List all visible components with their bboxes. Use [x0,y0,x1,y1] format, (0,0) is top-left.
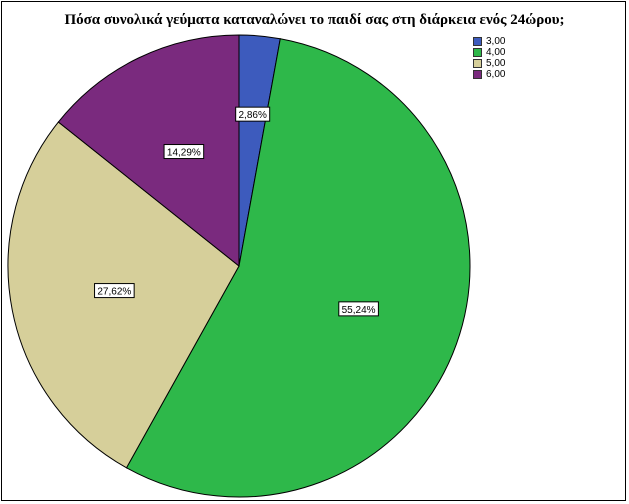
chart-title: Πόσα συνολικά γεύματα καταναλώνει το παι… [64,12,565,28]
legend-item-2: 4,00 [473,47,505,58]
data-label-2: 55,24% [338,301,379,317]
legend-item-3: 5,00 [473,58,505,69]
chart-legend: 3,00 4,00 5,00 6,00 [473,36,505,80]
legend-swatch-3 [473,59,482,68]
data-label-text-4: 14,29% [167,148,201,159]
data-label-text-3: 27,62% [97,287,131,298]
legend-item-4: 6,00 [473,69,505,80]
legend-item-1: 3,00 [473,36,505,47]
data-label-box-2 [338,301,379,317]
data-label-1: 2,86% [235,106,271,122]
pie-slice-4 [57,34,240,268]
legend-label-1: 3,00 [486,36,506,47]
pie-slice-2 [125,38,471,498]
legend-label-4: 6,00 [486,69,506,80]
data-label-box-4 [163,144,205,160]
data-label-box-1 [235,106,271,122]
legend-swatch-2 [473,48,482,57]
legend-label-3: 5,00 [486,58,506,69]
legend-swatch-4 [473,70,482,79]
data-label-4: 14,29% [163,144,205,160]
data-label-3: 27,62% [94,283,135,299]
legend-swatch-1 [473,37,482,46]
data-label-text-2: 55,24% [342,305,376,316]
data-label-text-1: 2,86% [238,110,266,121]
data-label-box-3 [94,283,135,299]
legend-label-2: 4,00 [486,47,506,58]
